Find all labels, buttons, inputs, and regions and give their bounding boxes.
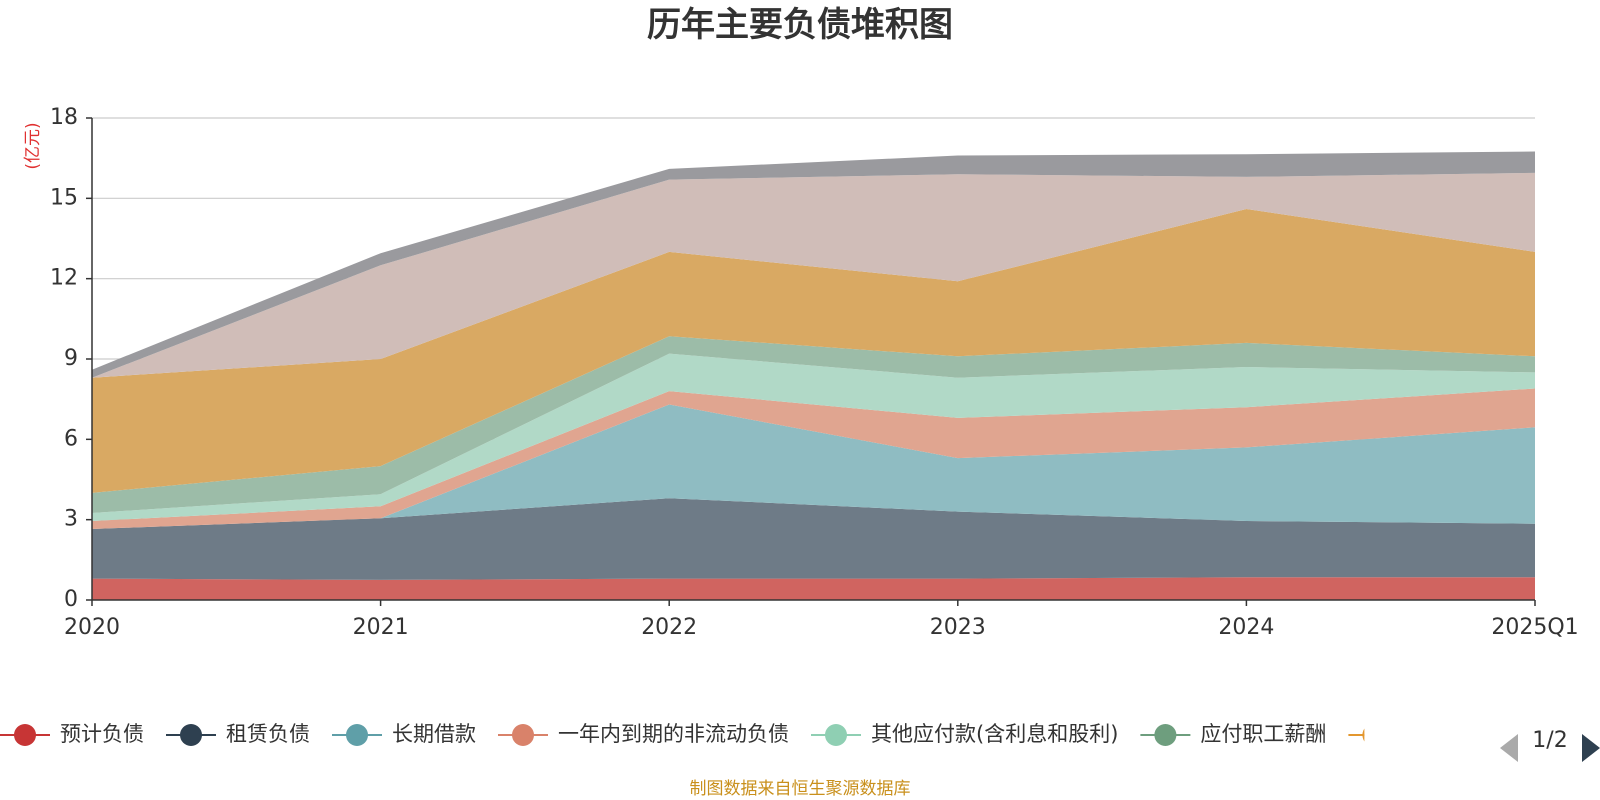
y-tick-label: 12: [50, 266, 78, 291]
legend-pager: 1/2: [1500, 728, 1600, 762]
y-tick-label: 3: [64, 507, 78, 532]
legend-item-partial[interactable]: [1348, 724, 1398, 746]
legend-item[interactable]: 长期借款: [332, 722, 476, 746]
legend-marker-dot: [14, 724, 36, 746]
y-tick-label: 9: [64, 346, 78, 371]
area-series-8[interactable]: [92, 172, 1535, 378]
x-tick-label: 2020: [64, 615, 120, 640]
area-series-3[interactable]: [92, 404, 1535, 530]
legend-item[interactable]: 其他应付款(含利息和股利): [811, 722, 1118, 746]
area-series-9[interactable]: [92, 151, 1535, 378]
legend-marker-dot: [1154, 724, 1177, 746]
chart-title: 历年主要负债堆积图: [647, 5, 953, 45]
legend-label: 长期借款: [392, 722, 476, 746]
legend-marker-dot: [1362, 728, 1365, 742]
area-series-2[interactable]: [92, 498, 1535, 580]
legend-item[interactable]: 应付职工薪酬: [1140, 722, 1326, 746]
legend-prev-icon[interactable]: [1500, 734, 1518, 762]
data-source-note: 制图数据来自恒生聚源数据库: [690, 779, 911, 799]
x-tick-label: 2022: [641, 615, 697, 640]
legend-label: 应付职工薪酬: [1200, 722, 1326, 746]
y-axis-unit-label: (亿元): [23, 122, 43, 169]
y-tick-label: 0: [64, 587, 78, 612]
legend-marker-dot: [180, 724, 202, 746]
legend-marker-dot: [825, 724, 847, 746]
legend-item[interactable]: 一年内到期的非流动负债: [498, 722, 789, 746]
y-tick-labels: 0 3 6 9 12 15 18: [50, 105, 78, 612]
legend-label: 预计负债: [60, 722, 144, 746]
x-tick-label: 2024: [1218, 615, 1274, 640]
x-tick-label: 2023: [930, 615, 986, 640]
axes: [91, 118, 1535, 601]
x-tick-label: 2021: [353, 615, 409, 640]
legend-next-icon[interactable]: [1582, 734, 1600, 762]
y-tick-label: 18: [50, 105, 78, 130]
area-series-7[interactable]: [92, 209, 1535, 493]
legend-marker-dot: [346, 724, 368, 746]
x-tick-labels: 2020 2021 2022 2023 2024 2025Q1: [64, 600, 1579, 640]
area-series-4[interactable]: [92, 388, 1535, 530]
legend-item[interactable]: 预计负债: [0, 722, 144, 746]
area-series-5[interactable]: [92, 353, 1535, 521]
legend-label: 其他应付款(含利息和股利): [871, 722, 1118, 746]
legend: 预计负债 租赁负债 长期借款 一年内到期的非流动负债 其他应付款(含利息和股利) 应付职工…: [0, 722, 1398, 746]
legend-item[interactable]: 租赁负债: [166, 722, 310, 746]
area-series-1[interactable]: [92, 577, 1535, 600]
legend-page-indicator: 1/2: [1532, 728, 1567, 753]
legend-label: 租赁负债: [226, 722, 310, 746]
legend-label: 一年内到期的非流动负债: [558, 722, 789, 746]
area-series: [92, 151, 1535, 600]
legend-marker-dot: [512, 724, 534, 746]
x-tick-label: 2025Q1: [1491, 615, 1578, 640]
y-tick-label: 15: [50, 185, 78, 210]
area-series-6[interactable]: [92, 336, 1535, 513]
y-tick-label: 6: [64, 426, 78, 451]
